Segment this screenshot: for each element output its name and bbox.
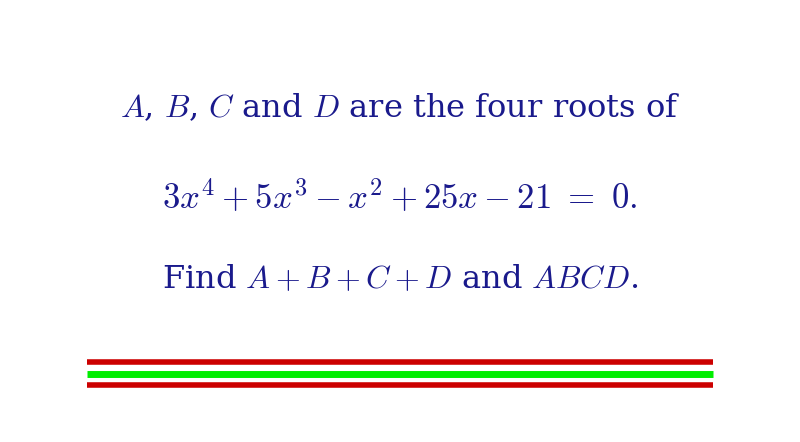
Text: $A$, $B$, $C$ and $D$ are the four roots of: $A$, $B$, $C$ and $D$ are the four roots… [120, 92, 680, 124]
Text: $3x^4 + 5x^3 - x^2 + 25x - 21 \ = \ 0.$: $3x^4 + 5x^3 - x^2 + 25x - 21 \ = \ 0.$ [162, 178, 638, 216]
Text: Find $A + B + C + D$ and $ABCD$.: Find $A + B + C + D$ and $ABCD$. [162, 264, 638, 295]
